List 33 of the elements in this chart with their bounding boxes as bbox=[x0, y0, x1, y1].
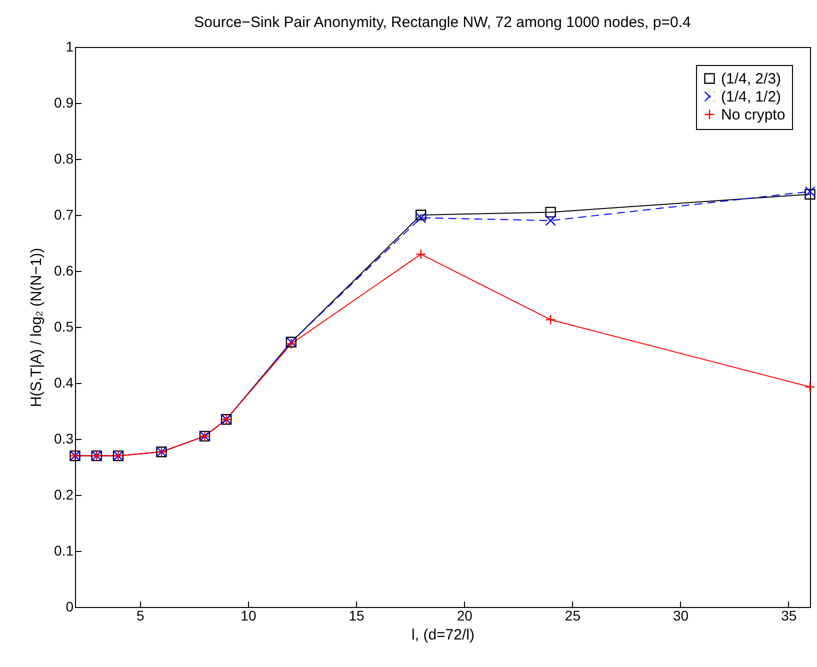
y-tick-label: 0.1 bbox=[54, 542, 74, 558]
chart-title: Source−Sink Pair Anonymity, Rectangle NW, 72 among 1000 nodes, p=0.4 bbox=[194, 14, 691, 31]
y-tick-label: 0.3 bbox=[54, 430, 74, 446]
point bbox=[416, 212, 426, 224]
y-tick-label: 1 bbox=[66, 38, 74, 54]
point bbox=[545, 314, 556, 326]
point bbox=[416, 210, 426, 220]
x-tick-label: 20 bbox=[456, 608, 473, 624]
y-tick-label: 0.2 bbox=[54, 486, 74, 502]
x-tick-label: 30 bbox=[673, 608, 689, 624]
legend-label: (1/4, 1/2) bbox=[721, 88, 782, 106]
y-tick-label: 0 bbox=[66, 598, 74, 614]
point bbox=[545, 215, 556, 226]
x-tick-label: 10 bbox=[240, 608, 256, 624]
y-tick-label: 0.7 bbox=[54, 206, 74, 222]
point bbox=[545, 206, 556, 218]
point bbox=[804, 188, 816, 200]
x-tick-label: 25 bbox=[564, 608, 581, 624]
x-tick-label: 15 bbox=[348, 608, 365, 624]
point bbox=[804, 382, 816, 392]
y-axis-title: H(S,T|A) / log₂ (N(N−1)) bbox=[28, 248, 46, 408]
point bbox=[804, 186, 816, 197]
x-tick-label: 35 bbox=[781, 608, 797, 624]
y-tick-label: 0.4 bbox=[54, 374, 74, 390]
x-axis-title: l, (d=72/l) bbox=[412, 626, 474, 644]
point bbox=[416, 248, 426, 260]
x-tick-label: 5 bbox=[136, 608, 144, 624]
legend-label: No crypto bbox=[721, 106, 786, 124]
y-tick-label: 0.6 bbox=[54, 262, 74, 278]
y-tick-label: 0.8 bbox=[54, 150, 74, 166]
legend-label: (1/4, 2/3) bbox=[721, 70, 782, 88]
y-tick-label: 0.5 bbox=[54, 318, 74, 334]
y-tick-label: 0.9 bbox=[54, 94, 74, 110]
